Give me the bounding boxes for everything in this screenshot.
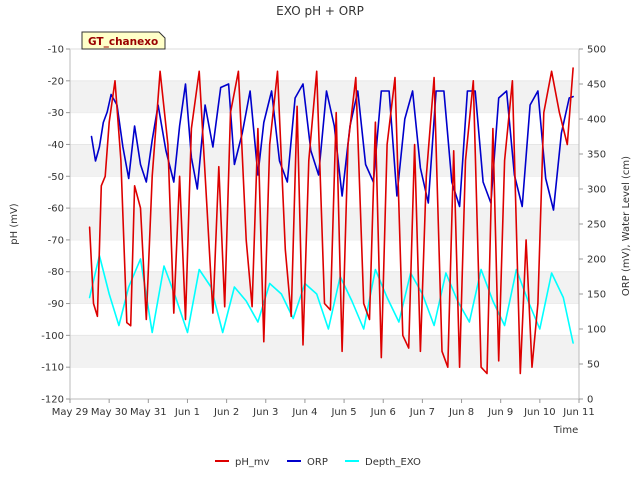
series-layer: [88, 67, 574, 375]
left-tick-label: -80: [48, 267, 64, 278]
chart-title: EXO pH + ORP: [276, 4, 364, 18]
legend-label-orp: ORP: [307, 457, 328, 468]
right-tick-label: 450: [587, 80, 606, 91]
left-tick-label: -50: [48, 172, 64, 183]
site-label: GT_chanexo: [88, 36, 158, 48]
legend-label-ph-mv: pH_mv: [235, 457, 270, 468]
x-axis-label: Time: [553, 425, 578, 436]
right-tick-label: 150: [587, 290, 606, 301]
right-tick-label: 0: [587, 395, 593, 406]
x-tick-label: May 29: [52, 407, 89, 418]
left-tick-label: -100: [41, 331, 64, 342]
right-ticks: 0 50 100 150 200 250 300 350 400 450 500: [579, 45, 606, 406]
left-tick-label: -10: [48, 45, 64, 56]
right-tick-label: 100: [587, 325, 606, 336]
series-line-orp: [90, 83, 574, 211]
grid-band: [70, 335, 579, 368]
legend: pH_mv ORP Depth_EXO: [215, 457, 421, 468]
x-tick-label: May 30: [91, 407, 128, 418]
series-line-ph-mv: [88, 67, 574, 375]
left-tick-label: -110: [41, 363, 64, 374]
right-tick-label: 50: [587, 360, 600, 371]
site-label-box-shape: [81, 31, 166, 50]
left-tick-label: -40: [48, 140, 64, 151]
x-tick-label: Jun 11: [562, 407, 595, 418]
right-tick-label: 500: [587, 45, 606, 56]
y-axis-label-right: ORP (mV), Water Level (cm): [621, 156, 632, 296]
x-tick-label: Jun 5: [330, 407, 356, 418]
x-tick-label: Jun 7: [409, 407, 435, 418]
grid-band: [70, 208, 579, 240]
x-tick-label: Jun 6: [370, 407, 396, 418]
x-tick-label: Jun 3: [252, 407, 278, 418]
grid-band: [70, 144, 579, 177]
x-tick-label: Jun 2: [213, 407, 239, 418]
x-tick-label: Jun 10: [523, 407, 556, 418]
site-label-box: GT_chanexo: [81, 31, 166, 50]
left-tick-label: -20: [48, 76, 64, 87]
x-tick-label: May 31: [130, 407, 167, 418]
right-tick-label: 250: [587, 220, 606, 231]
left-tick-label: -70: [48, 235, 64, 246]
right-tick-label: 400: [587, 115, 606, 126]
right-tick-label: 300: [587, 185, 606, 196]
left-tick-label: -60: [48, 204, 64, 215]
right-tick-label: 200: [587, 255, 606, 266]
left-tick-label: -120: [41, 395, 64, 406]
left-tick-label: -90: [48, 299, 64, 310]
series-line-depth-exo: [88, 254, 574, 344]
left-ticks: -120 -110 -100 -90 -80 -70 -60 -50 -40 -30 -20 -10: [41, 45, 70, 406]
x-ticks: May 29 May 30 May 31 Jun 1 Jun 2 Jun 3 Jun 4 Ju…: [52, 399, 595, 418]
legend-label-depth-exo: Depth_EXO: [365, 457, 421, 468]
x-tick-label: Jun 1: [174, 407, 200, 418]
left-tick-label: -30: [48, 108, 64, 119]
y-axis-label-left: pH (mV): [9, 203, 20, 245]
x-tick-label: Jun 8: [448, 407, 474, 418]
x-tick-label: Jun 4: [291, 407, 317, 418]
x-tick-label: Jun 9: [487, 407, 513, 418]
right-tick-label: 350: [587, 150, 606, 161]
